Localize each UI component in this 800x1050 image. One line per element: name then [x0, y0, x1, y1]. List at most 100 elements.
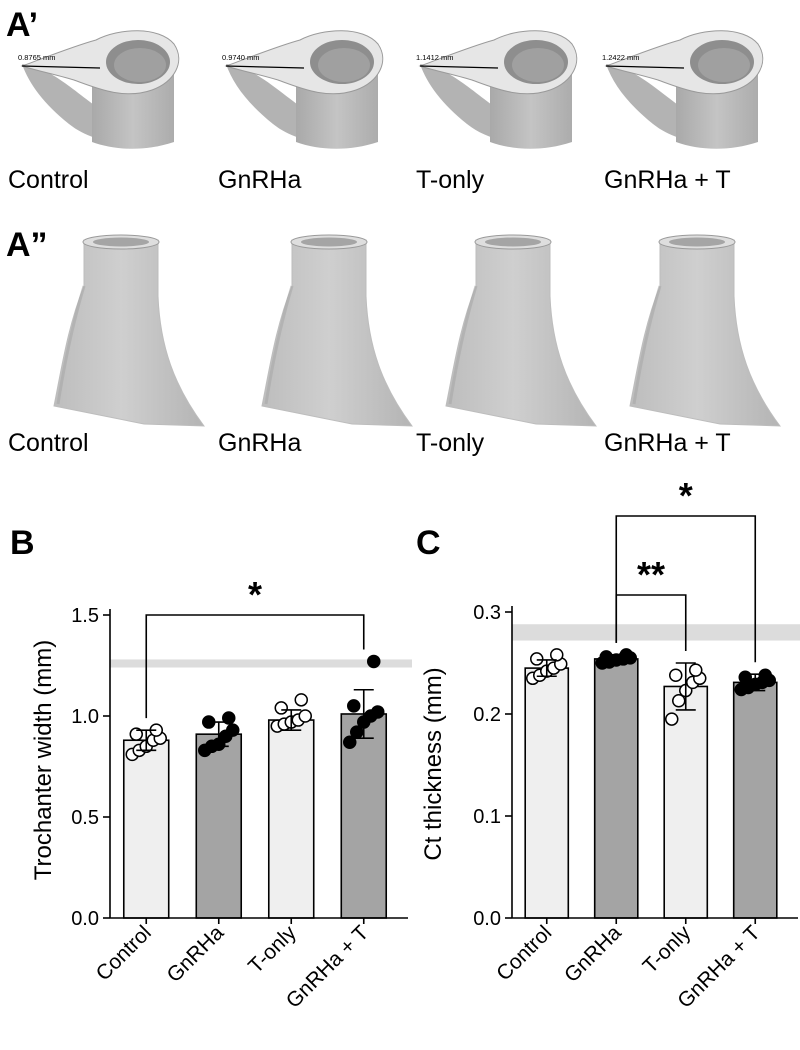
- chart-c-reference-band: [512, 624, 800, 641]
- bone-shading: [56, 285, 86, 405]
- a-double-prime-group-label-t-only: T-only: [416, 429, 485, 457]
- bone-lateral-t-only: [445, 234, 598, 427]
- chart-b-bar-gnrha: [195, 733, 243, 919]
- chart-b-point-t-only: [274, 701, 288, 715]
- a-double-prime-bone-row: [53, 234, 782, 427]
- measurement-line: [419, 65, 499, 69]
- chart-b-bar-control: [122, 739, 170, 919]
- chart-c-point-t-only: [672, 693, 686, 708]
- bone-shaft-lateral: [445, 239, 598, 427]
- chart-c-y-tick-label: 0.2: [473, 704, 501, 726]
- chart-c-significance-label: **: [637, 554, 665, 595]
- chart-b-x-tick-label-control: Control: [92, 921, 156, 985]
- bone-top-cavity: [669, 237, 725, 247]
- measurement-label: 1.1412 mm: [416, 53, 454, 62]
- chart-b-point-gnrha-t: [347, 699, 361, 713]
- chart-b-error-bar-gnrha-t: [353, 688, 374, 740]
- chart-b-point-gnrha-t: [343, 735, 357, 750]
- chart-b-y-tick-label: 1.0: [71, 706, 99, 728]
- bone-lateral-gnrha: [261, 234, 414, 427]
- a-prime-group-label-control: Control: [8, 166, 89, 194]
- chart-c-x-tick-label-t-only: T-only: [639, 921, 696, 978]
- chart-b-point-t-only: [298, 709, 312, 723]
- bone-cross-section-t-only: 1.1412 mm: [416, 30, 578, 149]
- chart-c-point-t-only: [689, 663, 703, 677]
- chart-c-point-t-only: [665, 712, 679, 726]
- marrow-cavity-inner: [512, 48, 564, 82]
- a-prime-group-label-t-only: T-only: [416, 166, 485, 194]
- bone-lateral-gnrha-t: [629, 234, 782, 427]
- panel-label-a-prime: A’: [6, 6, 38, 44]
- chart-b-point-gnrha-t: [367, 654, 381, 669]
- chart-c-error-bar-t-only: [675, 662, 696, 711]
- chart-c-point-control: [530, 652, 544, 666]
- chart-b-significance-bracket: [145, 614, 365, 719]
- chart-c-significance-label: *: [679, 475, 693, 516]
- a-double-prime-group-label-gnrha-t: GnRHa + T: [604, 429, 731, 457]
- bone-top-cavity: [301, 237, 357, 247]
- panel-label-a-double-prime: A”: [6, 226, 48, 264]
- a-double-prime-group-label-gnrha: GnRHa: [218, 429, 301, 457]
- a-double-prime-group-label-control: Control: [8, 429, 89, 457]
- bone-lateral-control: [53, 234, 206, 427]
- chart-c-x-tick-label-gnrha: GnRHa: [560, 921, 626, 987]
- chart-b-point-gnrha: [226, 723, 240, 737]
- bone-shading: [632, 285, 662, 405]
- panel-label-b: B: [10, 524, 35, 562]
- bone-cross-section-control: 0.8765 mm: [18, 30, 180, 149]
- marrow-cavity-inner: [318, 48, 370, 82]
- chart-c-error-bar-gnrha-t: [745, 673, 766, 692]
- bone-cross-section-gnrha-t: 1.2422 mm: [602, 30, 764, 149]
- chart-b-point-gnrha-t: [371, 705, 385, 719]
- a-prime-group-label-gnrha-t: GnRHa + T: [604, 166, 731, 194]
- bone-top-cavity: [485, 237, 541, 247]
- chart-c-bar-gnrha-t: [732, 681, 778, 919]
- chart-b-y-tick-label: 0.5: [71, 807, 99, 829]
- marrow-cavity-inner: [698, 48, 750, 82]
- chart-c-y-tick-label: 0.3: [473, 602, 501, 624]
- chart-c-significance-bracket: [615, 515, 757, 663]
- bone-cross-section-gnrha: 0.9740 mm: [222, 30, 384, 149]
- a-prime-group-label-gnrha: GnRHa: [218, 166, 301, 194]
- measurement-line: [605, 65, 685, 69]
- chart-c-y-tick-label: 0.1: [473, 806, 501, 828]
- marrow-cavity-inner: [114, 48, 166, 82]
- chart-b-error-bar-t-only: [281, 709, 302, 731]
- chart-c-x-tick-label-control: Control: [492, 921, 556, 985]
- chart-b-y-tick-label: 1.5: [71, 605, 99, 627]
- bone-shading: [264, 285, 294, 405]
- chart-c-point-control: [550, 648, 564, 662]
- chart-b-significance-label: *: [248, 574, 262, 615]
- chart-c-y-axis-title: Ct thickness (mm): [420, 667, 447, 860]
- chart-c-point-gnrha-t: [758, 668, 772, 682]
- chart-b-x-tick-label-t-only: T-only: [244, 921, 301, 978]
- chart-c-bar-gnrha: [593, 658, 639, 919]
- chart-b-y-axis-title: Trochanter width (mm): [30, 640, 57, 881]
- measurement-line: [21, 65, 101, 69]
- chart-b-point-gnrha: [222, 711, 236, 725]
- bone-shaft-lateral: [53, 239, 206, 427]
- bone-shading: [448, 285, 478, 405]
- chart-b-y-tick-label: 0.0: [71, 908, 99, 930]
- chart-c-significance-bracket: [615, 594, 687, 651]
- chart-b-point-control: [129, 727, 143, 741]
- chart-c-point-gnrha-t: [738, 670, 752, 685]
- chart-c-error-bar-gnrha: [606, 654, 627, 664]
- chart-c-point-gnrha: [599, 650, 613, 664]
- measurement-line: [225, 65, 305, 69]
- chart-c-bar-control: [524, 667, 570, 919]
- chart-b-error-bar-gnrha: [208, 721, 229, 748]
- measurement-label: 0.8765 mm: [18, 53, 56, 62]
- a-prime-bone-row: 0.8765 mm 0.9740 mm 1.1412 mm 1.2422 mm: [18, 30, 764, 149]
- measurement-label: 1.2422 mm: [602, 53, 640, 62]
- chart-b-bar-t-only: [267, 719, 315, 919]
- bone-shaft-lateral: [261, 239, 414, 427]
- chart-b-x-tick-label-gnrha: GnRHa: [163, 921, 229, 987]
- bone-top-cavity: [93, 237, 149, 247]
- chart-b-point-t-only: [294, 693, 308, 707]
- chart-c-y-tick-label: 0.0: [473, 908, 501, 930]
- chart-b-reference-band: [110, 659, 412, 668]
- measurement-label: 0.9740 mm: [222, 53, 260, 62]
